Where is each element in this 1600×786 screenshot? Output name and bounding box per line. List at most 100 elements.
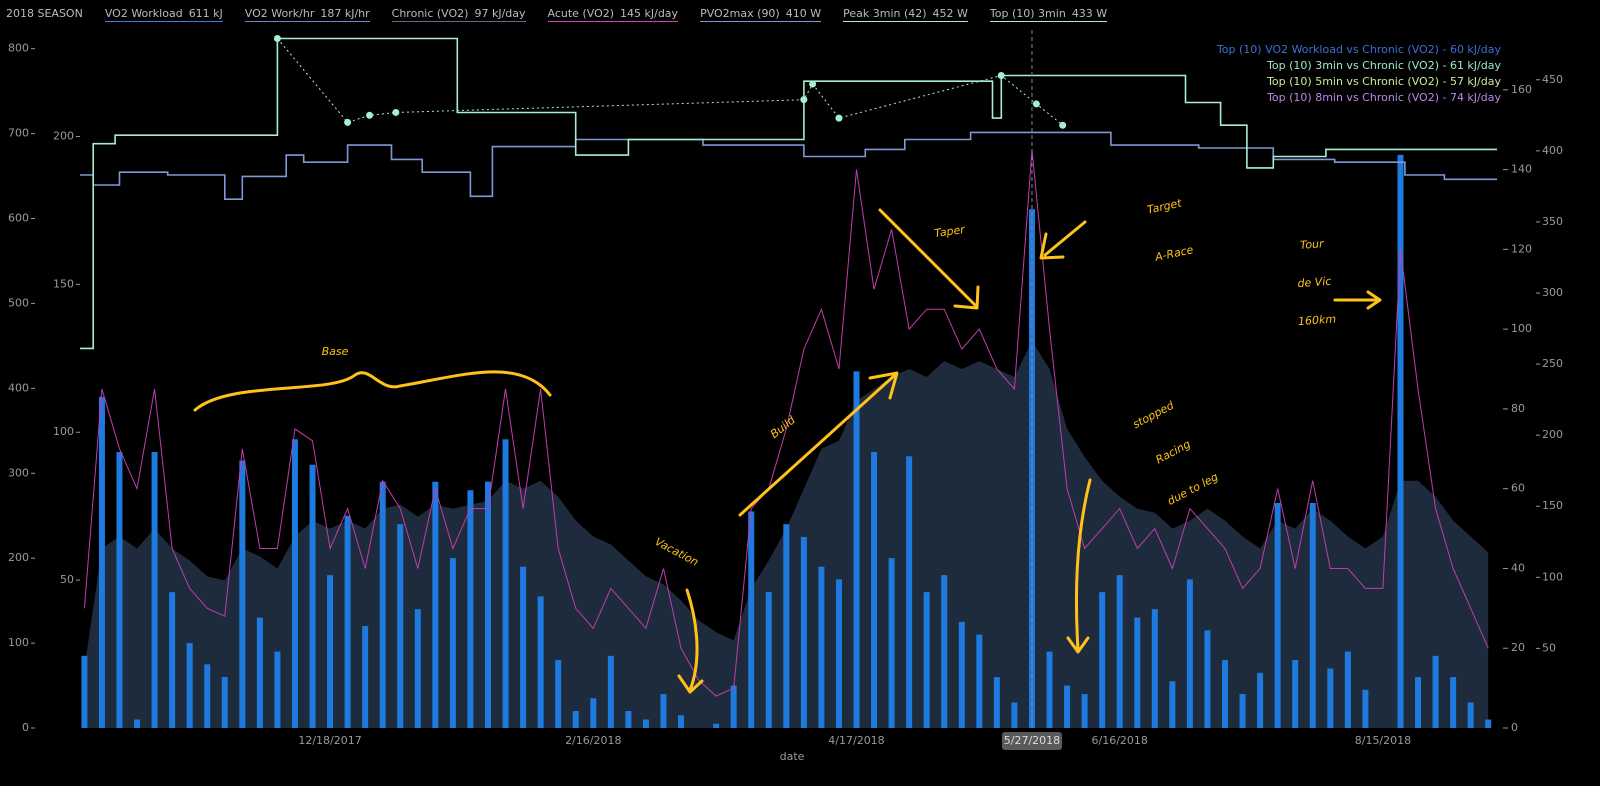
y4-tick-label: 150 xyxy=(1542,499,1563,512)
annotation-text: Base xyxy=(322,345,349,358)
x-axis-label: date xyxy=(780,750,805,763)
bar xyxy=(537,596,544,728)
y2-tick-label: 140 xyxy=(1511,163,1532,176)
bar xyxy=(660,694,667,728)
step-line xyxy=(80,37,1497,350)
x-tick-label: 6/16/2018 xyxy=(1092,734,1148,747)
top-dot xyxy=(809,80,817,88)
bar xyxy=(449,558,456,728)
bar xyxy=(397,524,404,728)
legend-name: Peak 3min (42) xyxy=(843,7,927,20)
annotation-arrow xyxy=(1066,478,1092,654)
legend-readout: 452 W xyxy=(932,7,968,20)
comparison-note: Top (10) 8min vs Chronic (VO2) - 74 kJ/d… xyxy=(1266,91,1501,104)
legend-name: VO2 Workload xyxy=(104,7,183,20)
bar xyxy=(835,579,842,728)
bar xyxy=(221,677,228,728)
bar xyxy=(484,481,491,728)
bar xyxy=(1362,689,1369,728)
bar xyxy=(362,626,369,728)
annotation-arrow xyxy=(738,371,899,517)
bar xyxy=(1239,694,1246,728)
bar xyxy=(906,456,913,728)
annotation: Base xyxy=(322,345,349,358)
y-tick-label: 0 xyxy=(22,721,29,734)
annotation-arrow xyxy=(1039,220,1087,260)
legend-name: VO2 Work/hr xyxy=(244,7,315,20)
y4-tick-label: 250 xyxy=(1542,357,1563,370)
bar xyxy=(239,460,246,728)
bar xyxy=(134,719,141,728)
x-tick-label: 5/27/2018 xyxy=(1004,734,1060,747)
legend-name: Top (10) 3min xyxy=(989,7,1066,20)
y4-tick-label: 450 xyxy=(1542,73,1563,86)
y4-tick-label: 350 xyxy=(1542,215,1563,228)
top-dot xyxy=(344,118,352,126)
annotation-arrow xyxy=(1333,290,1382,310)
y-tick-label: 300 xyxy=(8,466,29,479)
y-tick-label: 100 xyxy=(8,636,29,649)
bar xyxy=(256,617,263,728)
bar xyxy=(1344,651,1351,728)
toolbar: 2018 SEASON VO2 Workload 611 kJ VO2 Work/h… xyxy=(6,7,1108,22)
bar xyxy=(1397,154,1404,728)
annotation: Target A-Race xyxy=(1146,196,1195,264)
legend-name: Acute (VO2) xyxy=(547,7,615,20)
annotation-text: Tour xyxy=(1300,237,1326,252)
bar xyxy=(1222,660,1229,728)
bar xyxy=(1046,651,1053,728)
bar xyxy=(642,719,649,728)
y-tick-label: 700 xyxy=(8,127,29,140)
bar xyxy=(1081,694,1088,728)
top-dot xyxy=(1032,100,1040,108)
comparison-note: Top (10) 5min vs Chronic (VO2) - 57 kJ/d… xyxy=(1266,75,1501,88)
top-dot xyxy=(366,111,374,119)
annotation: Tour de Vic 160km xyxy=(1297,237,1336,328)
legend-readout: 410 W xyxy=(785,7,822,20)
bar xyxy=(853,371,860,728)
bar xyxy=(1467,702,1474,728)
annotation: Taper xyxy=(933,223,967,240)
annotation-text: Target xyxy=(1146,196,1184,216)
bar xyxy=(783,524,790,728)
comparison-note: Top (10) 3min vs Chronic (VO2) - 61 kJ/d… xyxy=(1266,59,1501,72)
bar xyxy=(309,464,316,728)
y-tick-label: 400 xyxy=(8,381,29,394)
annotation-arrow xyxy=(878,208,980,310)
bar xyxy=(1309,502,1316,728)
y3-tick-label: 150 xyxy=(53,277,74,290)
bar xyxy=(1274,502,1281,728)
bar xyxy=(1116,575,1123,728)
annotation: Build xyxy=(768,413,799,441)
annotation-arrow xyxy=(677,588,704,694)
y2-tick-label: 160 xyxy=(1511,83,1532,96)
bar xyxy=(204,664,211,728)
bar xyxy=(818,566,825,728)
top-dot xyxy=(1059,121,1067,129)
x-tick-label: 8/15/2018 xyxy=(1355,734,1411,747)
cursor-label-bg xyxy=(1001,732,1062,750)
y4-tick-label: 300 xyxy=(1542,286,1563,299)
bar xyxy=(1327,668,1334,728)
bar xyxy=(1257,672,1264,728)
bar xyxy=(344,515,351,728)
bar xyxy=(1485,719,1492,728)
legend-name: PVO2max (90) xyxy=(700,7,780,20)
bar xyxy=(274,651,281,728)
top-dot xyxy=(997,71,1005,79)
bar xyxy=(993,677,1000,728)
bar xyxy=(1186,579,1193,728)
bar xyxy=(590,698,597,728)
bar xyxy=(625,711,632,728)
bar xyxy=(467,490,474,728)
y3-tick-label: 100 xyxy=(53,425,74,438)
bar xyxy=(1415,677,1422,728)
bar xyxy=(730,685,737,728)
bar xyxy=(572,711,579,728)
y-tick-label: 600 xyxy=(8,212,29,225)
bar xyxy=(116,452,123,728)
bar xyxy=(888,558,895,728)
top-dot xyxy=(835,114,843,122)
